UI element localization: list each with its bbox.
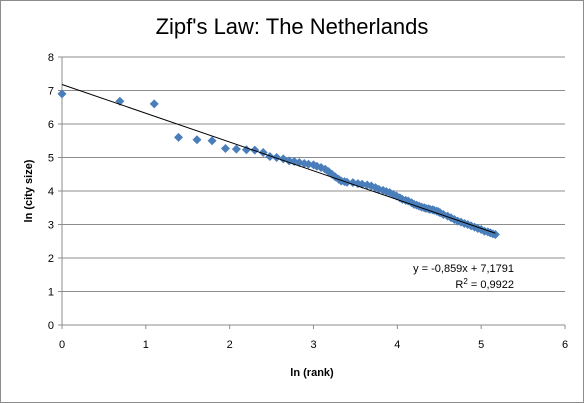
y-tick-label: 2 bbox=[48, 253, 54, 265]
y-tick-label: 3 bbox=[48, 220, 54, 232]
data-point bbox=[207, 136, 217, 146]
data-point bbox=[174, 132, 184, 142]
r2-prefix: R bbox=[455, 279, 463, 291]
r2-suffix: = 0,9922 bbox=[468, 279, 514, 291]
x-tick-label: 3 bbox=[310, 339, 316, 351]
trendline bbox=[61, 84, 496, 234]
y-tick-label: 0 bbox=[48, 320, 54, 332]
y-tick-label: 1 bbox=[48, 287, 54, 299]
x-tick-label: 2 bbox=[227, 339, 233, 351]
y-tick-label: 6 bbox=[48, 119, 54, 131]
trendline-r-squared: R2 = 0,9922 bbox=[455, 277, 514, 291]
x-tick-label: 0 bbox=[59, 339, 65, 351]
x-tick-label: 5 bbox=[478, 339, 484, 351]
data-point bbox=[57, 89, 67, 99]
y-tick-label: 7 bbox=[48, 86, 54, 98]
x-tick-labels: 0 1 2 3 4 5 6 bbox=[59, 339, 568, 351]
data-point bbox=[250, 145, 260, 155]
y-axis-label: ln (city size) bbox=[23, 159, 35, 222]
x-tick-label: 1 bbox=[143, 339, 149, 351]
trendline-equation: y = -0,859x + 7,1791 bbox=[413, 263, 514, 275]
data-point bbox=[149, 99, 159, 109]
x-axis-label: ln (rank) bbox=[290, 367, 334, 379]
r2-superscript: 2 bbox=[463, 277, 468, 286]
data-point bbox=[192, 135, 202, 145]
data-point bbox=[272, 153, 282, 162]
data-point bbox=[231, 144, 241, 154]
y-tick-label: 4 bbox=[48, 186, 54, 198]
y-tick-label: 8 bbox=[48, 52, 54, 64]
data-point bbox=[220, 143, 230, 153]
gridlines bbox=[58, 56, 566, 329]
data-point bbox=[265, 151, 275, 161]
x-tick-label: 4 bbox=[394, 339, 400, 351]
chart-title: Zipf's Law: The Netherlands bbox=[156, 14, 429, 39]
y-tick-label: 5 bbox=[48, 153, 54, 165]
axes bbox=[61, 57, 565, 326]
x-tick-label: 6 bbox=[562, 339, 568, 351]
y-tick-labels: 0 1 2 3 4 5 6 7 8 bbox=[48, 52, 54, 332]
data-points bbox=[57, 89, 500, 240]
